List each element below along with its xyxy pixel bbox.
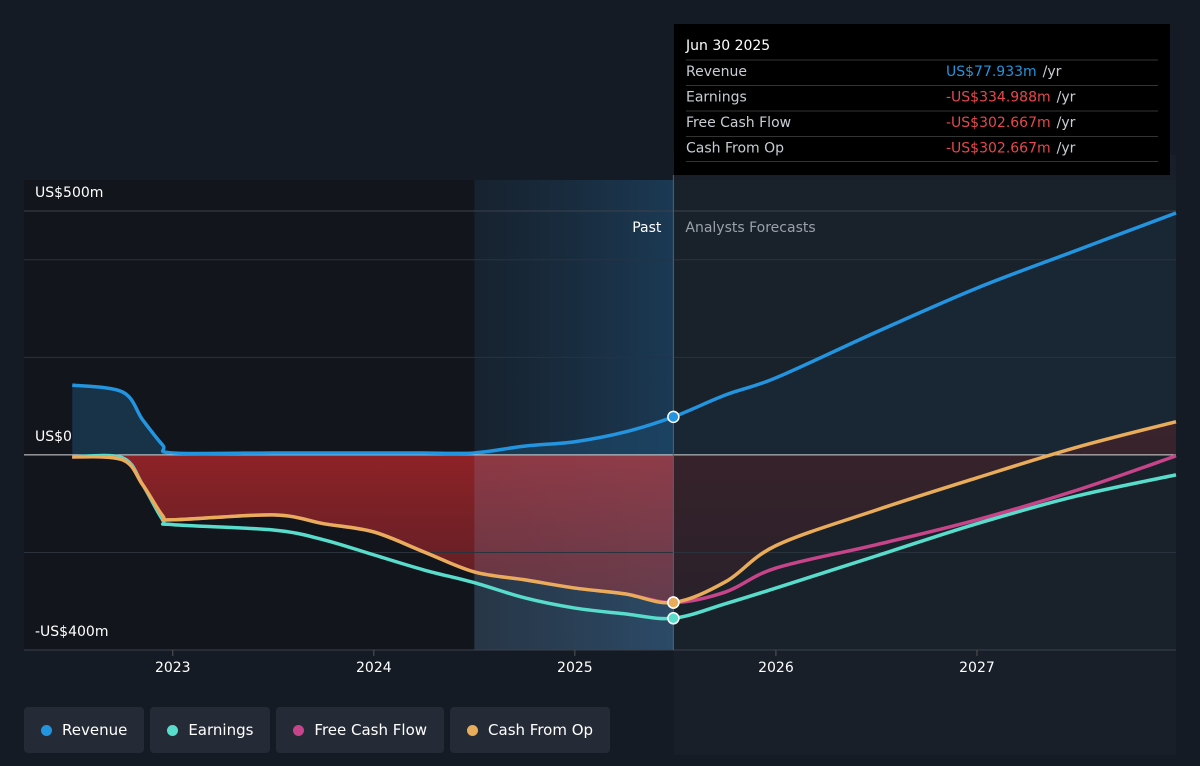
legend-item[interactable]: Cash From Op — [450, 707, 611, 753]
legend-item[interactable]: Earnings — [150, 707, 271, 753]
legend-label: Revenue — [62, 721, 128, 739]
legend-label: Free Cash Flow — [314, 721, 428, 739]
point-marker — [667, 596, 680, 609]
tooltip-value: US$77.933m/yr — [946, 64, 1062, 80]
point-marker — [667, 410, 680, 424]
tooltip-label: Free Cash Flow — [686, 115, 791, 131]
tooltip-unit: /yr — [1057, 90, 1076, 106]
legend-label: Cash From Op — [488, 721, 594, 739]
tooltip-value: -US$302.667m/yr — [946, 141, 1076, 157]
legend: Revenue Earnings Free Cash Flow Cash From O… — [24, 707, 611, 753]
x-tick-label: 2023 — [155, 660, 191, 676]
legend-item[interactable]: Free Cash Flow — [276, 707, 445, 753]
tooltip-value-text: -US$334.988m — [946, 90, 1051, 106]
tooltip-label: Revenue — [686, 64, 747, 80]
tooltip — [674, 24, 1170, 175]
y-tick-label: -US$400m — [35, 624, 108, 640]
x-tick-label: 2024 — [356, 660, 392, 676]
tooltip-unit: /yr — [1057, 115, 1076, 131]
tooltip-value-text: -US$302.667m — [946, 115, 1051, 131]
tooltip-label: Cash From Op — [686, 141, 784, 157]
legend-item[interactable]: Revenue — [24, 707, 145, 753]
x-tick-label: 2026 — [758, 660, 794, 676]
x-tick-label: 2025 — [557, 660, 593, 676]
legend-label: Earnings — [188, 721, 254, 739]
series-line — [72, 453, 1177, 621]
tooltip-value-text: -US$302.667m — [946, 141, 1051, 157]
series-line — [72, 420, 1177, 605]
x-tick-label: 2027 — [959, 660, 995, 676]
y-tick-label: US$500m — [35, 185, 103, 201]
tooltip-value-text: US$77.933m — [946, 64, 1037, 80]
tooltip-value: -US$302.667m/yr — [946, 115, 1076, 131]
legend-swatch — [293, 724, 305, 736]
series-line — [72, 211, 1177, 456]
tooltip-unit: /yr — [1057, 141, 1076, 157]
legend-swatch — [41, 724, 52, 736]
legend-swatch — [467, 724, 479, 736]
tooltip-unit: /yr — [1043, 64, 1062, 80]
legend-swatch — [167, 724, 179, 736]
y-tick-label: US$0 — [35, 429, 72, 445]
point-marker — [667, 612, 680, 625]
tooltip-value: -US$334.988m/yr — [946, 90, 1076, 106]
forecast-label: Analysts Forecasts — [685, 220, 815, 236]
tooltip-label: Earnings — [686, 90, 747, 106]
tooltip-date: Jun 30 2025 — [685, 38, 770, 54]
past-label: Past — [632, 220, 662, 236]
